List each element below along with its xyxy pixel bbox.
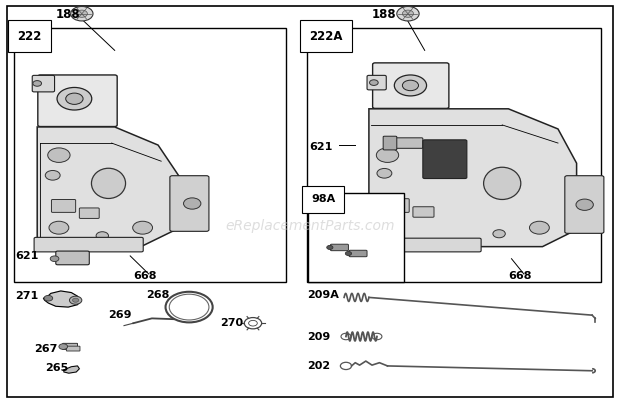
Circle shape (44, 295, 53, 301)
FancyBboxPatch shape (413, 207, 434, 217)
Polygon shape (43, 291, 81, 307)
Text: 267: 267 (34, 344, 58, 353)
Circle shape (402, 10, 414, 17)
Circle shape (73, 298, 79, 302)
Text: 98A: 98A (311, 195, 335, 204)
FancyBboxPatch shape (170, 176, 209, 231)
FancyBboxPatch shape (423, 140, 467, 179)
FancyBboxPatch shape (63, 343, 78, 349)
Text: 209: 209 (307, 332, 330, 341)
Circle shape (493, 230, 505, 238)
Polygon shape (37, 127, 180, 246)
Text: eReplacementParts.com: eReplacementParts.com (225, 219, 395, 233)
FancyBboxPatch shape (32, 75, 55, 92)
Circle shape (49, 221, 69, 234)
Circle shape (71, 6, 93, 21)
Circle shape (402, 80, 418, 91)
FancyBboxPatch shape (38, 75, 117, 127)
Text: 269: 269 (108, 310, 132, 320)
FancyBboxPatch shape (373, 63, 449, 108)
Ellipse shape (92, 168, 125, 198)
FancyBboxPatch shape (349, 250, 367, 257)
Circle shape (376, 148, 399, 162)
FancyBboxPatch shape (66, 346, 80, 351)
Text: 222: 222 (17, 30, 42, 43)
Ellipse shape (484, 167, 521, 199)
Circle shape (397, 6, 419, 21)
Circle shape (345, 251, 352, 256)
FancyBboxPatch shape (366, 238, 481, 252)
Circle shape (529, 221, 549, 234)
Text: 209A: 209A (307, 290, 339, 300)
Text: 621: 621 (16, 251, 39, 261)
Circle shape (184, 198, 201, 209)
Text: 188: 188 (372, 8, 397, 21)
Circle shape (66, 93, 83, 104)
Text: 621: 621 (309, 142, 333, 152)
Circle shape (50, 256, 59, 262)
Text: 268: 268 (146, 290, 169, 300)
FancyBboxPatch shape (330, 244, 348, 251)
FancyBboxPatch shape (51, 199, 76, 212)
Text: 265: 265 (45, 363, 68, 372)
Bar (308, 193, 404, 282)
Polygon shape (64, 366, 79, 373)
Bar (14, 28, 286, 282)
Polygon shape (369, 109, 577, 247)
Circle shape (381, 222, 401, 235)
Circle shape (394, 75, 427, 96)
FancyBboxPatch shape (383, 199, 409, 212)
Text: 270: 270 (220, 318, 243, 328)
Text: 222A: 222A (309, 30, 343, 43)
FancyBboxPatch shape (383, 136, 397, 150)
Text: 188: 188 (56, 8, 81, 21)
Circle shape (57, 87, 92, 110)
Text: 668: 668 (508, 271, 532, 281)
FancyBboxPatch shape (34, 237, 143, 252)
Circle shape (69, 296, 82, 304)
Circle shape (45, 170, 60, 180)
Circle shape (133, 221, 153, 234)
Circle shape (33, 81, 42, 86)
FancyBboxPatch shape (367, 75, 386, 90)
Text: 668: 668 (133, 271, 157, 281)
FancyBboxPatch shape (565, 176, 604, 233)
Text: 202: 202 (307, 361, 330, 371)
FancyBboxPatch shape (56, 251, 89, 265)
Circle shape (48, 148, 70, 162)
Circle shape (576, 199, 593, 210)
Circle shape (96, 232, 108, 240)
Circle shape (59, 344, 68, 349)
Circle shape (76, 10, 87, 17)
Circle shape (377, 168, 392, 178)
FancyBboxPatch shape (392, 138, 423, 148)
FancyBboxPatch shape (79, 208, 99, 218)
Bar (307, 28, 601, 282)
Circle shape (370, 80, 378, 85)
Circle shape (327, 245, 333, 249)
Text: 271: 271 (16, 291, 38, 301)
